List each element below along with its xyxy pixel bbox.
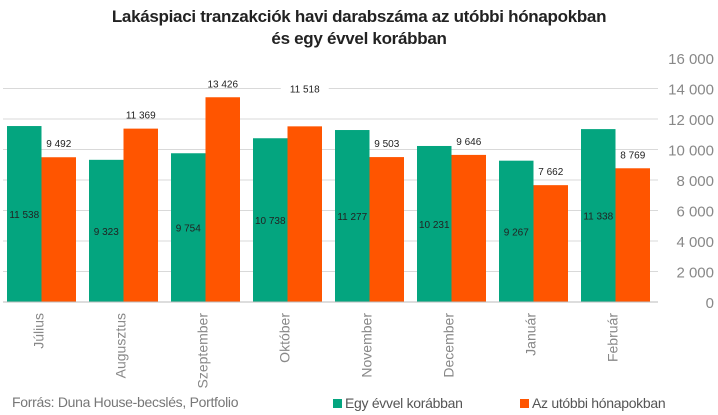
x-tick-label: Augusztus	[113, 313, 129, 378]
bar-previous-year	[335, 130, 370, 302]
data-label: 9 503	[374, 139, 399, 150]
data-label: 11 277	[337, 212, 367, 223]
legend-label: Egy évvel korábban	[345, 395, 463, 411]
y-tick-label: 8 000	[676, 173, 714, 190]
chart-title: Lakáspiaci tranzakciók havi darabszáma a…	[0, 6, 718, 50]
legend-swatch	[333, 398, 342, 408]
data-label: 11 518	[290, 85, 320, 96]
y-tick-label: 0	[706, 295, 714, 312]
bar-previous-year	[417, 145, 452, 302]
legend-item-previous-year: Egy évvel korábban	[333, 395, 463, 411]
legend-swatch	[520, 398, 529, 408]
title-line-1: Lakáspiaci tranzakciók havi darabszáma a…	[111, 7, 607, 26]
bar-recent-months	[451, 154, 486, 302]
x-tick-label: Január	[523, 313, 539, 356]
data-label: 7 662	[538, 167, 563, 178]
bar-previous-year	[89, 159, 124, 302]
x-tick-label: Július	[31, 313, 47, 349]
x-tick-label: November	[359, 313, 375, 378]
y-tick-label: 2 000	[676, 265, 714, 282]
x-tick-label: December	[441, 313, 457, 378]
data-label: 10 738	[255, 216, 286, 227]
x-tick-label: Október	[277, 313, 293, 363]
y-tick-label: 16 000	[668, 51, 714, 68]
data-label: 9 646	[456, 137, 481, 148]
x-tick-label: Február	[605, 313, 621, 362]
bar-recent-months	[205, 97, 240, 302]
data-label: 9 492	[46, 139, 71, 150]
legend-label: Az utóbbi hónapokban	[532, 395, 666, 411]
bar-previous-year	[171, 153, 206, 302]
bar-recent-months	[41, 157, 76, 302]
bar-recent-months	[369, 157, 404, 302]
y-tick-label: 10 000	[668, 143, 714, 160]
data-label: 13 426	[207, 79, 238, 90]
y-tick-label: 4 000	[676, 234, 714, 251]
bar-previous-year	[581, 129, 616, 302]
data-label: 9 267	[504, 227, 529, 238]
bar-previous-year	[253, 138, 288, 302]
bar-previous-year	[499, 160, 534, 302]
data-label: 9 323	[94, 227, 119, 238]
legend-item-recent-months: Az utóbbi hónapokban	[520, 395, 666, 411]
label-background	[280, 81, 329, 96]
x-tick-label: Szeptember	[195, 313, 211, 389]
y-tick-label: 12 000	[668, 112, 714, 129]
bar-recent-months	[123, 128, 158, 302]
data-label: 9 754	[176, 224, 201, 235]
source-note: Forrás: Duna House-becslés, Portfolio	[12, 394, 239, 410]
bar-recent-months	[615, 168, 650, 302]
y-tick-label: 6 000	[676, 204, 714, 221]
bar-recent-months	[287, 126, 322, 303]
title-line-2: és egy évvel korábban	[271, 29, 447, 48]
bar-recent-months	[533, 185, 568, 302]
bar-previous-year	[7, 126, 42, 302]
data-label: 11 369	[126, 111, 156, 122]
data-label: 11 338	[583, 212, 613, 223]
y-tick-label: 14 000	[668, 82, 714, 99]
data-label: 10 231	[419, 220, 450, 231]
data-label: 8 769	[620, 150, 645, 161]
data-label: 11 538	[9, 210, 39, 221]
